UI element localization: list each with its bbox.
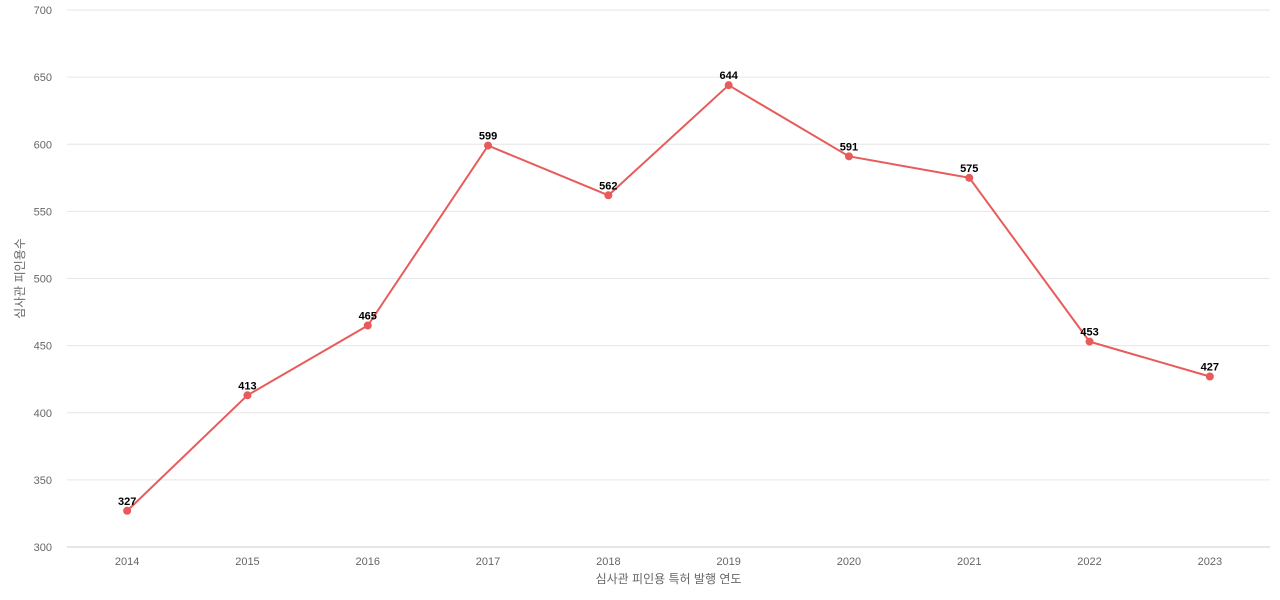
x-axis-title: 심사관 피인용 특허 발행 연도 xyxy=(596,571,742,586)
y-axis-ticks: 300 350 400 450 500 550 600 650 700 xyxy=(34,5,52,554)
data-label: 427 xyxy=(1201,362,1219,374)
data-point xyxy=(724,81,733,90)
grid-lines xyxy=(67,9,1270,548)
y-axis-title: 심사관 피인용수 xyxy=(13,238,27,319)
x-tick-label: 2016 xyxy=(356,556,380,568)
y-tick-label: 500 xyxy=(34,274,52,286)
y-tick-label: 450 xyxy=(34,341,52,353)
data-point xyxy=(484,141,493,150)
data-point xyxy=(844,152,853,161)
data-label: 575 xyxy=(960,163,978,175)
data-point xyxy=(965,173,974,182)
x-tick-label: 2021 xyxy=(957,556,981,568)
data-label: 599 xyxy=(479,131,497,143)
data-label: 453 xyxy=(1080,327,1098,339)
data-label: 327 xyxy=(118,496,136,508)
x-tick-label: 2020 xyxy=(837,556,861,568)
x-axis-ticks: 2014 2015 2016 2017 2018 2019 2020 2021 2022 2023 xyxy=(115,556,1222,568)
data-points xyxy=(123,81,1214,515)
y-tick-label: 600 xyxy=(34,139,52,151)
x-tick-label: 2019 xyxy=(716,556,740,568)
y-tick-label: 400 xyxy=(34,408,52,420)
x-tick-label: 2022 xyxy=(1077,556,1101,568)
x-tick-label: 2018 xyxy=(596,556,620,568)
series-line xyxy=(126,83,1211,512)
x-tick-label: 2015 xyxy=(235,556,259,568)
data-label: 644 xyxy=(719,70,738,82)
x-tick-label: 2014 xyxy=(115,556,139,568)
data-point xyxy=(1205,372,1214,381)
data-label: 591 xyxy=(840,141,858,153)
x-tick-label: 2017 xyxy=(476,556,500,568)
data-point xyxy=(1085,337,1094,346)
data-point xyxy=(123,506,132,515)
y-tick-label: 700 xyxy=(34,5,52,17)
data-labels: 327 413 465 599 562 644 591 575 453 427 xyxy=(118,70,1219,508)
y-tick-label: 550 xyxy=(34,206,52,218)
data-label: 465 xyxy=(359,310,377,322)
x-tick-label: 2023 xyxy=(1198,556,1222,568)
data-label: 562 xyxy=(599,180,617,192)
data-point xyxy=(243,391,252,400)
y-tick-label: 300 xyxy=(34,542,52,554)
data-point xyxy=(604,191,613,200)
data-point xyxy=(363,321,372,330)
y-tick-label: 650 xyxy=(34,72,52,84)
y-tick-label: 350 xyxy=(34,475,52,487)
data-label: 413 xyxy=(238,380,256,392)
